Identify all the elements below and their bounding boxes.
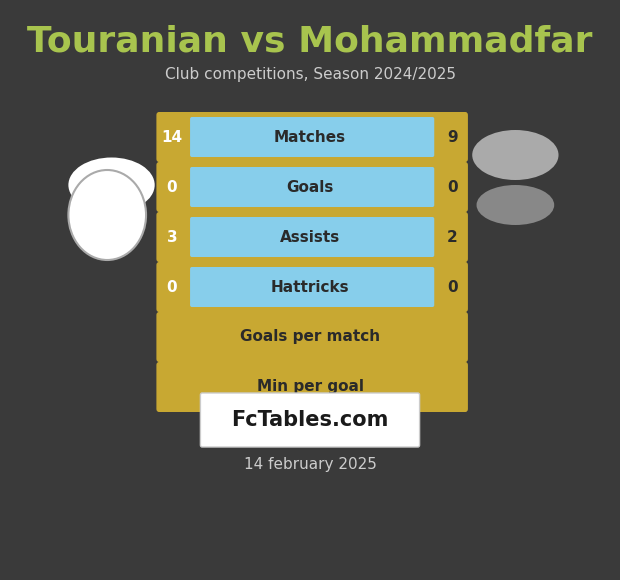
FancyBboxPatch shape bbox=[200, 393, 420, 447]
FancyBboxPatch shape bbox=[156, 312, 468, 362]
FancyBboxPatch shape bbox=[156, 112, 468, 162]
Text: Min per goal: Min per goal bbox=[257, 379, 363, 394]
Text: FcTables.com: FcTables.com bbox=[231, 410, 389, 430]
Text: 9: 9 bbox=[447, 129, 458, 144]
Text: Hattricks: Hattricks bbox=[271, 280, 349, 295]
Text: Touranian vs Mohammadfar: Touranian vs Mohammadfar bbox=[27, 25, 593, 59]
Text: 0: 0 bbox=[167, 179, 177, 194]
Text: 0: 0 bbox=[447, 280, 458, 295]
Text: 0: 0 bbox=[167, 280, 177, 295]
Circle shape bbox=[68, 170, 146, 260]
Text: 0: 0 bbox=[447, 179, 458, 194]
Text: Club competitions, Season 2024/2025: Club competitions, Season 2024/2025 bbox=[164, 67, 456, 82]
Text: 2: 2 bbox=[447, 230, 458, 245]
FancyBboxPatch shape bbox=[190, 117, 434, 157]
FancyBboxPatch shape bbox=[156, 262, 468, 312]
FancyBboxPatch shape bbox=[190, 267, 434, 307]
Text: Goals: Goals bbox=[286, 179, 334, 194]
Text: Assists: Assists bbox=[280, 230, 340, 245]
Text: Matches: Matches bbox=[274, 129, 346, 144]
Ellipse shape bbox=[477, 185, 554, 225]
Ellipse shape bbox=[472, 130, 559, 180]
FancyBboxPatch shape bbox=[190, 217, 434, 257]
FancyBboxPatch shape bbox=[156, 162, 468, 212]
Text: 14 february 2025: 14 february 2025 bbox=[244, 458, 376, 473]
Ellipse shape bbox=[68, 158, 154, 212]
FancyBboxPatch shape bbox=[190, 167, 434, 207]
Text: 3: 3 bbox=[167, 230, 177, 245]
Text: 14: 14 bbox=[161, 129, 182, 144]
Text: Goals per match: Goals per match bbox=[240, 329, 380, 345]
FancyBboxPatch shape bbox=[156, 362, 468, 412]
FancyBboxPatch shape bbox=[156, 212, 468, 262]
